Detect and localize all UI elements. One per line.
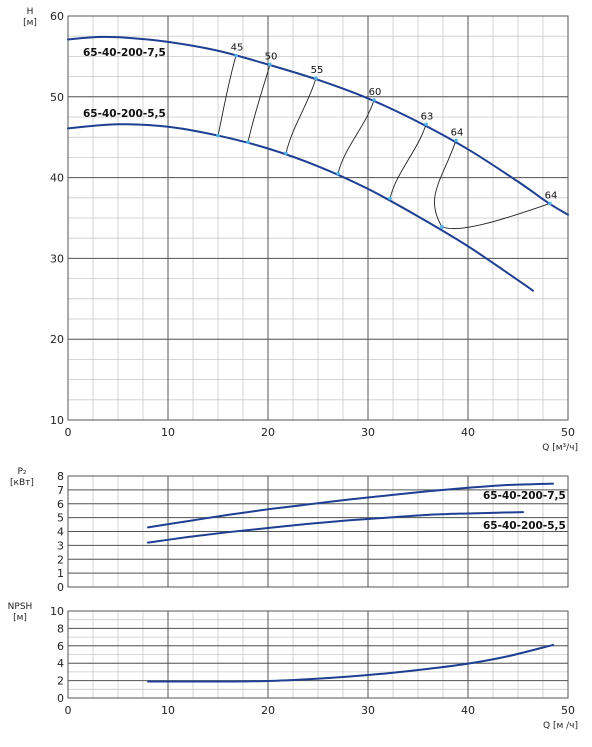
efficiency-point [314,76,318,81]
efficiency-curve [217,55,237,136]
efficiency-label: 50 [265,51,278,62]
y-tick-label: 1 [57,567,64,580]
panel-1-grid [67,475,569,588]
y-tick-label: 0 [57,581,64,594]
x-tick-label: 10 [161,704,175,717]
y-tick-label: 2 [57,675,64,688]
efficiency-curve [434,140,457,228]
efficiency-point [268,62,272,67]
series-label: 65-40-200-5,5 [483,520,566,532]
head-series-0-line [67,35,569,216]
y-tick-label: 6 [57,498,64,511]
y-tick-label: 6 [57,640,64,653]
x-tick-label: 40 [461,704,475,717]
y-axis-label: P₂ [17,467,26,477]
x-tick-label: 50 [561,704,575,717]
y-tick-label: 4 [57,526,64,539]
plot-frame [67,610,569,699]
efficiency-label: 55 [311,65,324,76]
efficiency-point [440,225,444,229]
efficiency-label: 64 [451,127,464,138]
y-axis-label: NPSH [8,602,33,612]
x-tick-label: 30 [361,426,375,439]
efficiency-point [454,138,458,143]
efficiency-curve [441,203,551,230]
efficiency-curve [285,78,317,154]
efficiency-curve [389,124,427,199]
y-tick-label: 7 [57,484,64,497]
head-series-1-line [67,123,534,292]
y-tick-label: 20 [50,333,64,346]
efficiency-curves: 45 50 55 60 63 64 64 [216,43,558,230]
efficiency-point [372,98,376,102]
efficiency-point [336,171,340,176]
x-tick-label: 50 [561,426,575,439]
y-tick-label: 8 [57,622,64,635]
series-label: 65-40-200-7,5 [83,47,166,59]
series-label: 65-40-200-5,5 [83,108,166,120]
panel-0-grid [67,15,569,421]
series-label: 65-40-200-7,5 [483,490,566,502]
y-tick-label: 2 [57,553,64,566]
efficiency-label: 64 [545,190,558,201]
efficiency-point [246,140,250,144]
efficiency-label: 45 [231,43,244,54]
panel-2-grid [67,610,569,699]
x-tick-label: 10 [161,426,175,439]
y-tick-label: 8 [57,470,64,483]
x-tick-label: 40 [461,426,475,439]
x-tick-label: 30 [361,704,375,717]
efficiency-point [424,122,428,127]
x-tick-label: 20 [261,426,275,439]
plot-frame [67,475,569,588]
power-series-1-line [147,511,524,544]
y-tick-label: 60 [50,10,64,23]
y-tick-label: 40 [50,172,64,185]
y-axis-label: H [27,7,34,17]
efficiency-point [388,196,392,201]
efficiency-curve [247,64,271,143]
x-tick-label: 0 [65,426,72,439]
y-tick-label: 50 [50,91,64,104]
efficiency-label: 60 [369,87,382,98]
y-tick-label: 5 [57,512,64,525]
x-axis-label: Q [м³/ч] [542,443,578,453]
y-tick-label: 30 [50,252,64,265]
x-tick-label: 20 [261,704,275,717]
efficiency-curve [337,99,375,174]
x-tick-label: 0 [65,704,72,717]
x-axis-label: Q [м /ч] [543,721,578,731]
efficiency-point [234,53,238,58]
y-axis-label: [кВт] [10,478,34,488]
y-tick-label: 4 [57,657,64,670]
y-tick-label: 10 [50,414,64,427]
y-tick-label: 3 [57,539,64,552]
efficiency-point [548,201,552,206]
y-tick-label: 10 [50,605,64,618]
y-axis-label: [м] [23,18,37,28]
y-tick-label: 0 [57,692,64,705]
efficiency-label: 63 [421,111,434,122]
efficiency-point [284,151,288,156]
y-axis-label: [м] [13,613,27,623]
efficiency-point [216,133,220,138]
power-series-0-line [147,482,554,529]
npsh-series-0-line [147,643,554,683]
plot-frame [67,15,569,421]
